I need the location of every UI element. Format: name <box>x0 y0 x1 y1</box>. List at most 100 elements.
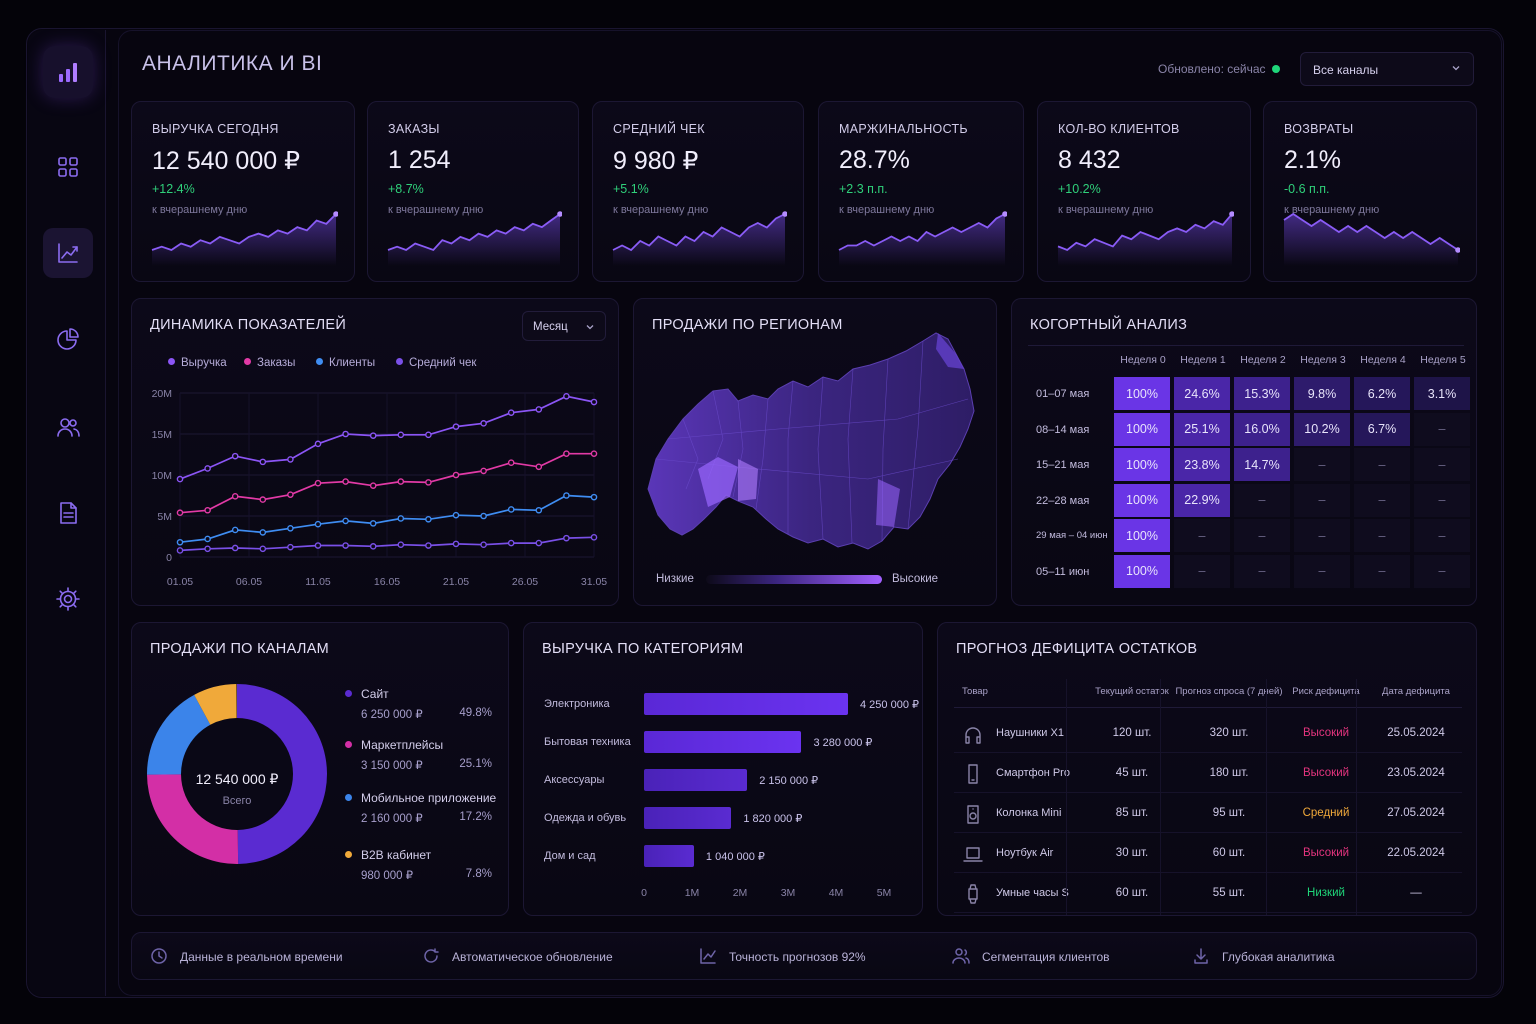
channels-title: ПРОДАЖИ ПО КАНАЛАМ <box>150 641 330 657</box>
cohort-cell[interactable]: – <box>1294 554 1350 588</box>
cohort-cell[interactable]: 100% <box>1114 519 1170 552</box>
nav-analytics[interactable] <box>43 228 93 278</box>
download-icon <box>1194 948 1208 964</box>
regions-card: ПРОДАЖИ ПО РЕГИОНАМ Низкие Высокие <box>633 298 997 606</box>
cohort-cell[interactable]: 100% <box>1114 483 1170 517</box>
sparkline-area <box>388 214 560 266</box>
data-point <box>231 544 239 552</box>
channel-select[interactable]: Все каналы <box>1300 52 1474 86</box>
cohort-cell[interactable]: 100% <box>1114 377 1170 410</box>
channel-percent: 17.2% <box>459 811 492 823</box>
channel-percent: 49.8% <box>459 707 492 719</box>
cohort-cell[interactable]: 6.2% <box>1354 377 1410 410</box>
nav-settings[interactable] <box>43 574 93 624</box>
nav-documents[interactable] <box>43 488 93 538</box>
cohort-cell[interactable]: 25.1% <box>1174 412 1230 446</box>
nav-reports-pie[interactable] <box>43 315 93 365</box>
cohort-cell[interactable]: – <box>1414 448 1470 481</box>
data-point <box>397 541 405 548</box>
cohort-cell[interactable]: 15.3% <box>1234 377 1290 410</box>
kpi-card[interactable]: ЗАКАЗЫ 1 254 +8.7% к вчерашнему дню <box>367 101 579 282</box>
data-point <box>425 431 432 439</box>
kpi-label: МАРЖИНАЛЬНОСТЬ <box>839 122 968 136</box>
gear-icon <box>56 587 80 611</box>
legend-item[interactable]: Заказы <box>244 357 295 369</box>
cohort-cell[interactable]: – <box>1234 519 1290 552</box>
updated-status: Обновлено: сейчас <box>1158 62 1266 76</box>
cohort-cell[interactable]: – <box>1234 554 1290 588</box>
table-row[interactable]: Умные часы S 60 шт. 55 шт. Низкий — <box>954 875 1462 913</box>
cohort-cell[interactable]: – <box>1354 483 1410 517</box>
cohort-cell[interactable]: 10.2% <box>1294 412 1350 446</box>
cohort-cell[interactable]: – <box>1414 519 1470 552</box>
logo[interactable] <box>43 46 93 98</box>
refresh-icon <box>424 948 439 963</box>
cohort-cell[interactable]: 100% <box>1114 412 1170 446</box>
legend-swatch <box>345 690 352 697</box>
kpi-card[interactable]: КОЛ-ВО КЛИЕНТОВ 8 432 +10.2% к вчерашнему д… <box>1037 101 1251 282</box>
cohort-cell[interactable]: 3.1% <box>1414 377 1470 410</box>
current-stock: 45 шт. <box>1115 767 1149 779</box>
x-tick-label: 11.05 <box>305 576 331 588</box>
cohort-cell[interactable]: 22.9% <box>1174 483 1230 517</box>
category-bar[interactable] <box>644 807 732 829</box>
sparkline-end-point <box>1002 211 1007 217</box>
category-bar[interactable] <box>644 731 802 753</box>
kpi-value: 12 540 000 ₽ <box>152 147 300 175</box>
table-row[interactable]: Наушники X1 120 шт. 320 шт. Высокий 25.05.20… <box>954 715 1462 753</box>
category-bar-value: 3 280 000 ₽ <box>813 737 873 749</box>
column-divider <box>1266 679 1267 915</box>
data-point <box>287 491 294 498</box>
nav-customers[interactable] <box>43 402 93 452</box>
cohort-cell[interactable]: – <box>1354 554 1410 588</box>
category-bar[interactable] <box>644 769 748 791</box>
category-bar[interactable] <box>644 693 848 715</box>
cohort-cell[interactable]: – <box>1174 519 1230 552</box>
table-row[interactable]: Смартфон Pro 45 шт. 180 шт. Высокий 23.05.20… <box>954 755 1462 793</box>
cohort-cell[interactable]: – <box>1414 554 1470 588</box>
product-name: Умные часы S <box>996 887 1069 899</box>
series-line <box>179 395 595 480</box>
kpi-sparkline <box>612 211 787 266</box>
period-select[interactable]: Месяц <box>522 311 606 341</box>
cohort-cell[interactable]: – <box>1354 519 1410 552</box>
cohort-row-label: 29 мая – 04 июн <box>1036 530 1108 541</box>
cohort-cell[interactable]: – <box>1414 483 1470 517</box>
cohort-cell[interactable]: – <box>1234 483 1290 517</box>
cohort-cell[interactable]: – <box>1294 448 1350 481</box>
cohort-cell[interactable]: – <box>1354 448 1410 481</box>
chevron-down-icon <box>586 325 594 330</box>
category-bar[interactable] <box>644 845 694 867</box>
cohort-cell[interactable]: 24.6% <box>1174 377 1230 410</box>
headphones-icon <box>965 727 981 744</box>
table-row[interactable]: Ноутбук Air 30 шт. 60 шт. Высокий 22.05.2024 <box>954 835 1462 873</box>
nav-dashboard[interactable] <box>43 142 93 192</box>
product-name: Ноутбук Air <box>996 847 1054 859</box>
cohort-cell[interactable]: – <box>1294 519 1350 552</box>
legend-item[interactable]: Выручка <box>168 357 227 369</box>
cohort-cell[interactable]: – <box>1294 483 1350 517</box>
table-row[interactable]: Колонка Mini 85 шт. 95 шт. Средний 27.05.202… <box>954 795 1462 833</box>
cohort-cell[interactable]: 6.7% <box>1354 412 1410 446</box>
bar-chart-icon <box>59 63 77 82</box>
data-point <box>535 506 543 514</box>
cohort-cell[interactable]: 9.8% <box>1294 377 1350 410</box>
kpi-card[interactable]: СРЕДНИЙ ЧЕК 9 980 ₽ +5.1% к вчерашнему дню <box>592 101 804 282</box>
cohort-cell[interactable]: – <box>1174 554 1230 588</box>
cohort-cell[interactable]: 100% <box>1114 554 1170 588</box>
kpi-card[interactable]: МАРЖИНАЛЬНОСТЬ 28.7% +2.3 п.п. к вчерашнему… <box>818 101 1024 282</box>
legend-item[interactable]: Клиенты <box>316 357 375 369</box>
cohort-cell[interactable]: – <box>1414 412 1470 446</box>
kpi-card[interactable]: ВЫРУЧКА СЕГОДНЯ 12 540 000 ₽ +12.4% к вчера… <box>131 101 355 282</box>
cohort-cell[interactable]: 100% <box>1114 448 1170 481</box>
kpi-card[interactable]: ВОЗВРАТЫ 2.1% -0.6 п.п. к вчерашнему дню <box>1263 101 1477 282</box>
legend-label: Выручка <box>181 357 227 369</box>
cohort-cell[interactable]: 14.7% <box>1234 448 1290 481</box>
data-point <box>507 506 515 513</box>
legend-item[interactable]: Средний чек <box>396 357 476 369</box>
cohort-card: КОГОРТНЫЙ АНАЛИЗ Неделя 0 Неделя 1 Неделя … <box>1011 298 1477 606</box>
cohort-cell[interactable]: 16.0% <box>1234 412 1290 446</box>
shortage-date: 23.05.2024 <box>1387 767 1445 779</box>
current-stock: 60 шт. <box>1115 887 1149 899</box>
cohort-cell[interactable]: 23.8% <box>1174 448 1230 481</box>
